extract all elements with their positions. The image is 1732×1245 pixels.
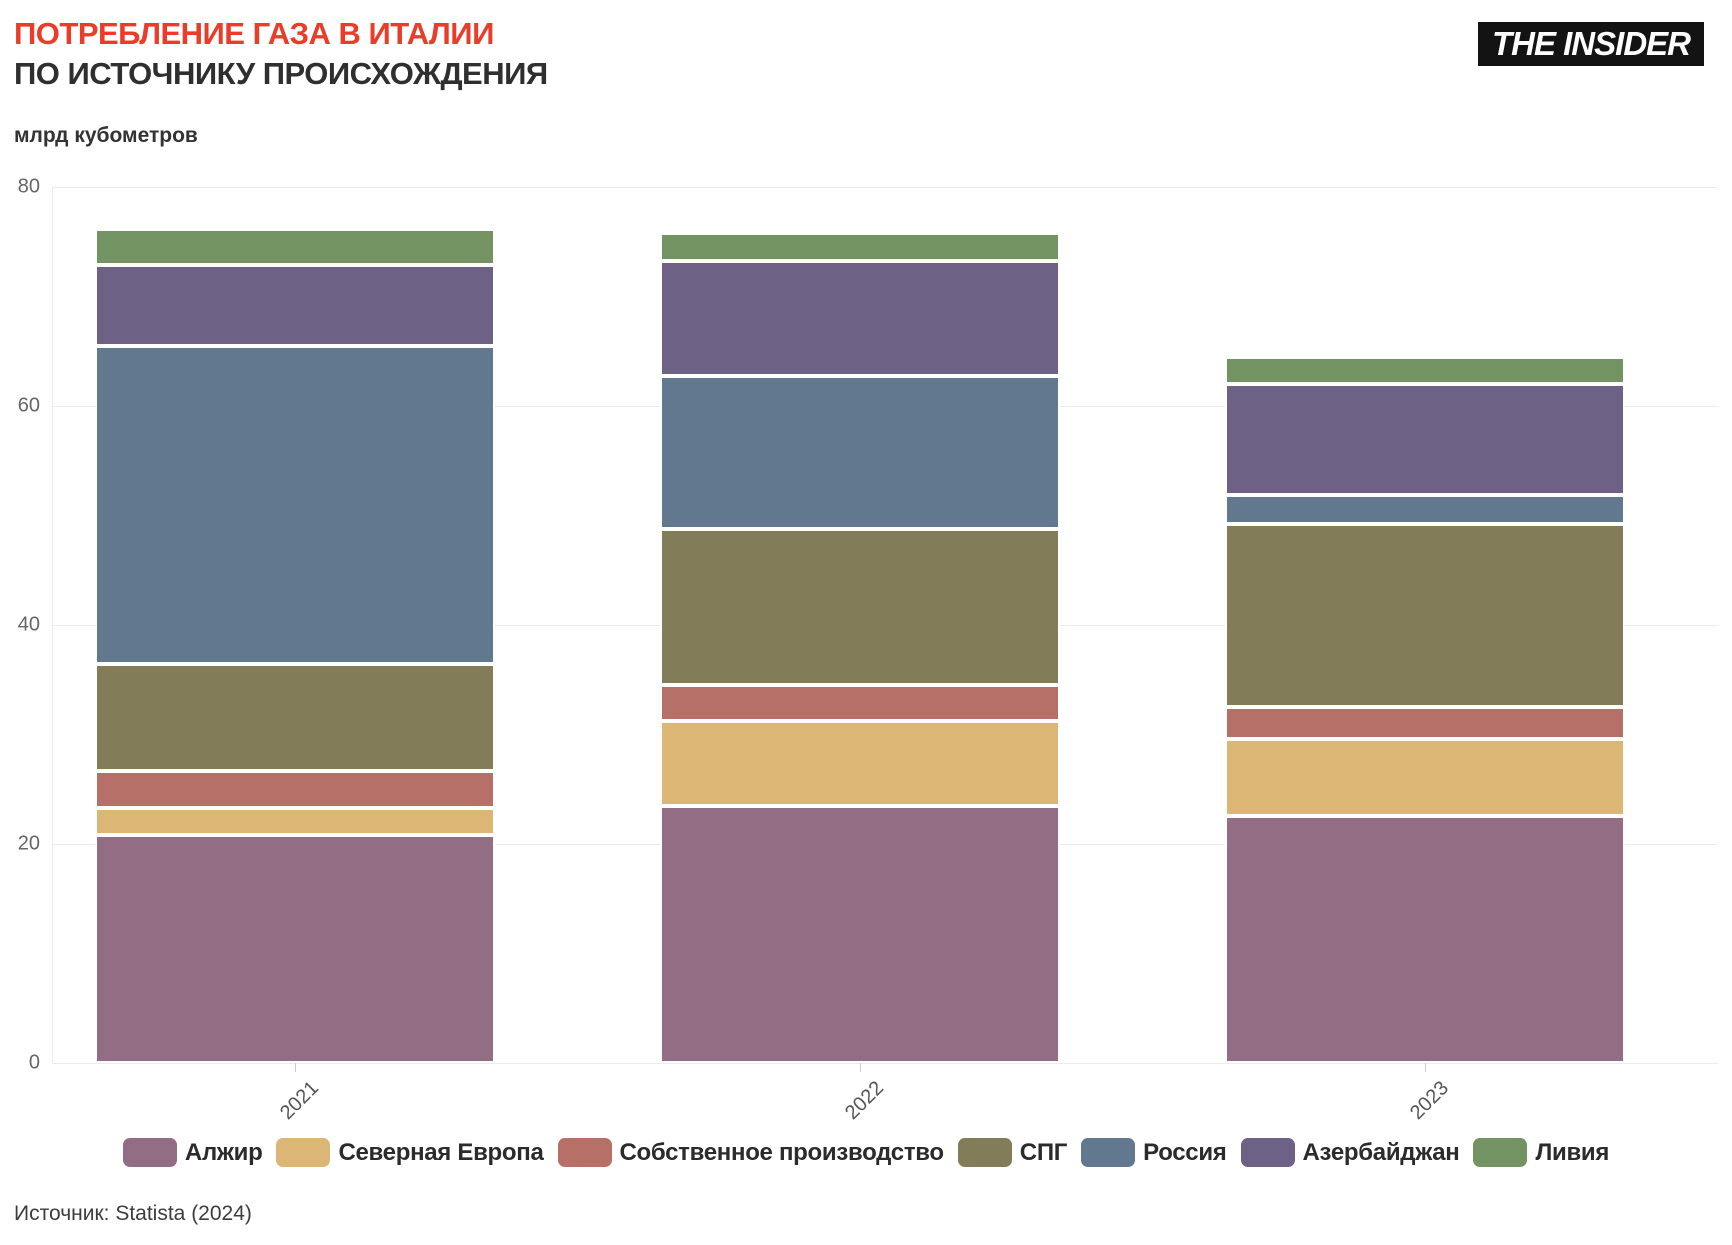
legend-label: Азербайджан [1302,1138,1460,1166]
bar-segment [660,261,1060,377]
legend-swatch [122,1138,177,1167]
bar-segment [1225,356,1625,385]
bar-segment [660,233,1060,262]
bar-segment [1225,707,1625,739]
bar-2022 [660,187,1060,1063]
bar-segment [1225,524,1625,708]
bar-segment [660,685,1060,722]
y-tick-label: 20 [17,832,40,855]
bar-segment [660,721,1060,806]
bar-2023 [1225,187,1625,1063]
chart-title: ПОТРЕБЛЕНИЕ ГАЗА В ИТАЛИИ [14,16,494,51]
bar-segment [1225,494,1625,525]
legend-label: Россия [1143,1138,1227,1166]
bar-segment [95,807,495,836]
bar-segment [660,805,1060,1063]
y-tick-label: 40 [17,613,40,636]
y-axis-unit-label: млрд кубометров [14,124,198,147]
x-tick [860,1063,861,1072]
chart-subtitle: ПО ИСТОЧНИКУ ПРОИСХОЖДЕНИЯ [14,56,548,91]
legend-item: Россия [1081,1138,1227,1167]
legend-label: Ливия [1535,1138,1610,1166]
legend-item: Азербайджан [1240,1138,1460,1167]
bar-segment [95,835,495,1063]
x-tick-label: 2023 [1405,1077,1453,1125]
bar-segment [660,528,1060,686]
bar-segment [1225,738,1625,816]
x-tick-label: 2021 [275,1077,323,1125]
gridline-0 [52,1063,1718,1064]
bar-segment [95,228,495,265]
x-tick [295,1063,296,1072]
legend: Алжир Северная Европа Собственное производ… [0,1138,1732,1167]
x-tick-label: 2022 [840,1077,888,1125]
y-axis-line [52,187,53,1063]
legend-label: Северная Европа [338,1138,544,1166]
bar-segment [1225,815,1625,1063]
legend-swatch [1240,1138,1295,1167]
legend-item: Ливия [1473,1138,1609,1167]
legend-swatch [1473,1138,1528,1167]
legend-swatch [276,1138,331,1167]
y-tick-label: 80 [17,175,40,198]
legend-swatch [957,1138,1012,1167]
x-tick [1425,1063,1426,1072]
legend-label: Собственное производство [619,1138,945,1166]
legend-item: Алжир [122,1138,263,1167]
legend-item: Собственное производство [557,1138,945,1167]
legend-item: Северная Европа [276,1138,544,1167]
bar-segment [95,345,495,665]
legend-swatch [557,1138,612,1167]
legend-swatch [1081,1138,1136,1167]
y-tick-label: 60 [17,394,40,417]
legend-label: СПГ [1019,1138,1068,1166]
source-note: Источник: Statista (2024) [14,1202,252,1225]
logo-text: THE INSIDER [1491,25,1691,62]
bar-segment [1225,384,1625,495]
bar-segment [660,376,1060,529]
legend-item: СПГ [957,1138,1068,1167]
the-insider-logo: THE INSIDER [1477,22,1704,66]
bar-segment [95,664,495,771]
y-tick-label: 0 [28,1051,40,1074]
gridline-80 [52,187,1718,188]
bar-segment [95,264,495,346]
legend-label: Алжир [184,1138,263,1166]
bar-2021 [95,187,495,1063]
bar-segment [95,770,495,808]
plot-area: 0 20 40 60 80 2021 2022 2023 [0,176,1732,1124]
